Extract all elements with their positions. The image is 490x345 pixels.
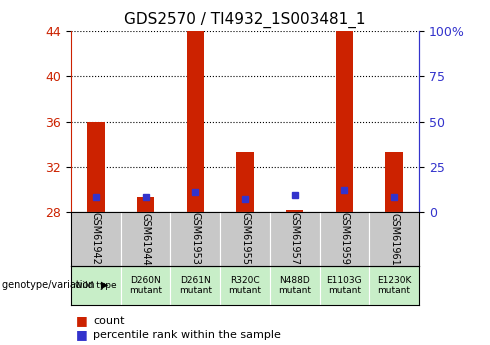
Text: genotype/variation  ▶: genotype/variation ▶ — [2, 280, 109, 290]
Text: GSM61961: GSM61961 — [389, 213, 399, 265]
Bar — [286, 210, 303, 212]
Text: GSM61957: GSM61957 — [290, 213, 300, 265]
Text: ■: ■ — [76, 328, 88, 341]
Text: percentile rank within the sample: percentile rank within the sample — [93, 330, 281, 339]
Text: E1230K
mutant: E1230K mutant — [377, 276, 411, 295]
Bar — [137, 197, 154, 212]
Bar — [386, 152, 403, 212]
Bar — [336, 31, 353, 212]
Text: E1103G
mutant: E1103G mutant — [327, 276, 362, 295]
Text: GSM61942: GSM61942 — [91, 213, 101, 265]
Text: D261N
mutant: D261N mutant — [179, 276, 212, 295]
Text: R320C
mutant: R320C mutant — [228, 276, 262, 295]
Bar — [87, 122, 104, 212]
Text: D260N
mutant: D260N mutant — [129, 276, 162, 295]
Text: GSM61959: GSM61959 — [340, 213, 349, 265]
Text: count: count — [93, 316, 124, 326]
Bar — [187, 31, 204, 212]
Title: GDS2570 / TI4932_1S003481_1: GDS2570 / TI4932_1S003481_1 — [124, 12, 366, 28]
Text: N488D
mutant: N488D mutant — [278, 276, 311, 295]
Text: ■: ■ — [76, 314, 88, 327]
Text: GSM61944: GSM61944 — [141, 213, 150, 265]
Text: wild type: wild type — [75, 281, 117, 290]
Text: GSM61955: GSM61955 — [240, 213, 250, 265]
Text: GSM61953: GSM61953 — [190, 213, 200, 265]
Bar — [236, 152, 254, 212]
